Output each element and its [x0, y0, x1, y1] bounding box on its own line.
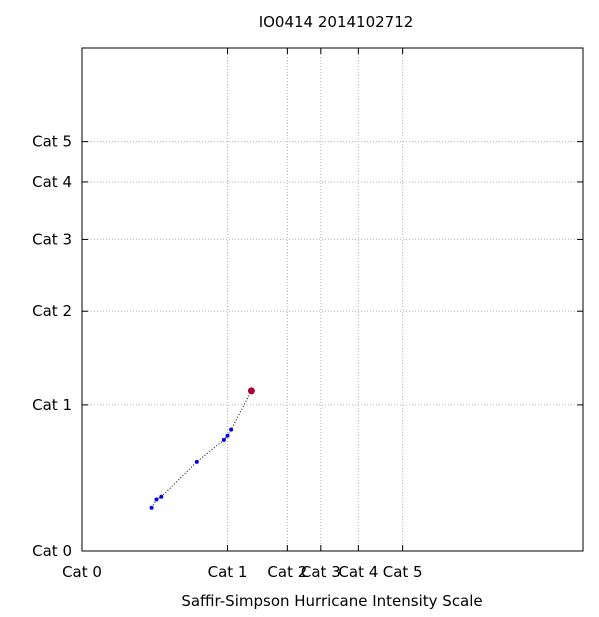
- track-point: [225, 433, 230, 438]
- track-point: [149, 505, 154, 510]
- track-point: [159, 494, 164, 499]
- track-point: [154, 497, 159, 502]
- y-tick-label: Cat 2: [32, 302, 72, 320]
- y-tick-label: Cat 1: [32, 396, 72, 414]
- chart-title: IO0414 2014102712: [259, 13, 414, 31]
- x-tick-label: Cat 0: [62, 563, 102, 581]
- y-tick-label: Cat 3: [32, 230, 72, 248]
- current-point: [247, 387, 255, 395]
- y-tick-label: Cat 0: [32, 542, 72, 560]
- x-tick-label: Cat 5: [383, 563, 423, 581]
- x-tick-label: Cat 2: [267, 563, 307, 581]
- y-tick-label: Cat 5: [32, 133, 72, 151]
- series-layer: [149, 387, 255, 510]
- track-point: [229, 427, 234, 432]
- track-point: [194, 459, 199, 464]
- grid: [82, 48, 583, 551]
- x-axis-label: Saffir-Simpson Hurricane Intensity Scale: [181, 592, 482, 610]
- y-tick-label: Cat 4: [32, 173, 72, 191]
- track-point: [221, 437, 226, 442]
- x-tick-label: Cat 4: [338, 563, 378, 581]
- x-tick-label: Cat 3: [301, 563, 341, 581]
- x-tick-label: Cat 1: [208, 563, 248, 581]
- plot-border: [81, 47, 584, 552]
- plot-frame: [81, 47, 584, 552]
- track-line: [151, 390, 252, 509]
